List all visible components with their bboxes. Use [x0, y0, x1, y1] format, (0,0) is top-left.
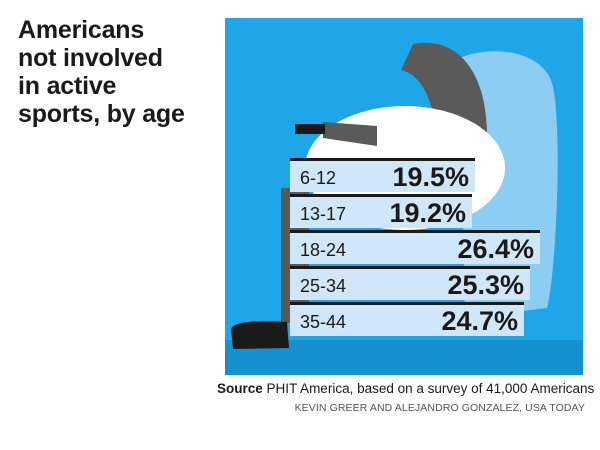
chart-panel: 6-12 19.5% 13-17 19.2% 18-24 26.4% 25-34 25.3% 3…	[225, 18, 583, 375]
head	[401, 42, 487, 140]
title-line: Americans	[18, 16, 145, 44]
bar-category-label: 25-34	[300, 276, 347, 296]
bar-category-label: 35-44	[300, 312, 347, 332]
bar-value-label: 25.3%	[447, 270, 524, 300]
chart-title: Americans not involved in active sports,…	[18, 16, 228, 128]
bar-35-44: 35-44 24.7%	[290, 302, 524, 336]
bar-13-17: 13-17 19.2%	[290, 194, 472, 228]
shoe	[231, 321, 289, 349]
bar-category-label: 18-24	[300, 240, 347, 260]
bar-value-label: 19.2%	[389, 198, 466, 228]
title-line: in active	[18, 72, 117, 100]
bar-value-label: 19.5%	[392, 162, 469, 192]
bar-category-label: 6-12	[300, 168, 337, 188]
bar-value-label: 26.4%	[457, 234, 534, 264]
credit-line: KEVIN GREER AND ALEJANDRO GONZALEZ, USA …	[294, 402, 585, 414]
bar-6-12: 6-12 19.5%	[290, 158, 475, 192]
source-text: PHIT America, based on a survey of 41,00…	[266, 381, 595, 396]
bar-25-34: 25-34 25.3%	[290, 266, 530, 300]
bar-category-label: 13-17	[300, 204, 347, 224]
bar-value-label: 24.7%	[441, 306, 518, 336]
source-label: Source	[217, 381, 263, 396]
title-line: not involved	[18, 44, 163, 72]
remote-control-icon	[295, 124, 325, 134]
arm	[323, 122, 377, 146]
bar-18-24: 18-24 26.4%	[290, 230, 540, 264]
title-line: sports, by age	[18, 100, 185, 128]
source-note: Source PHIT America, based on a survey o…	[217, 381, 594, 396]
